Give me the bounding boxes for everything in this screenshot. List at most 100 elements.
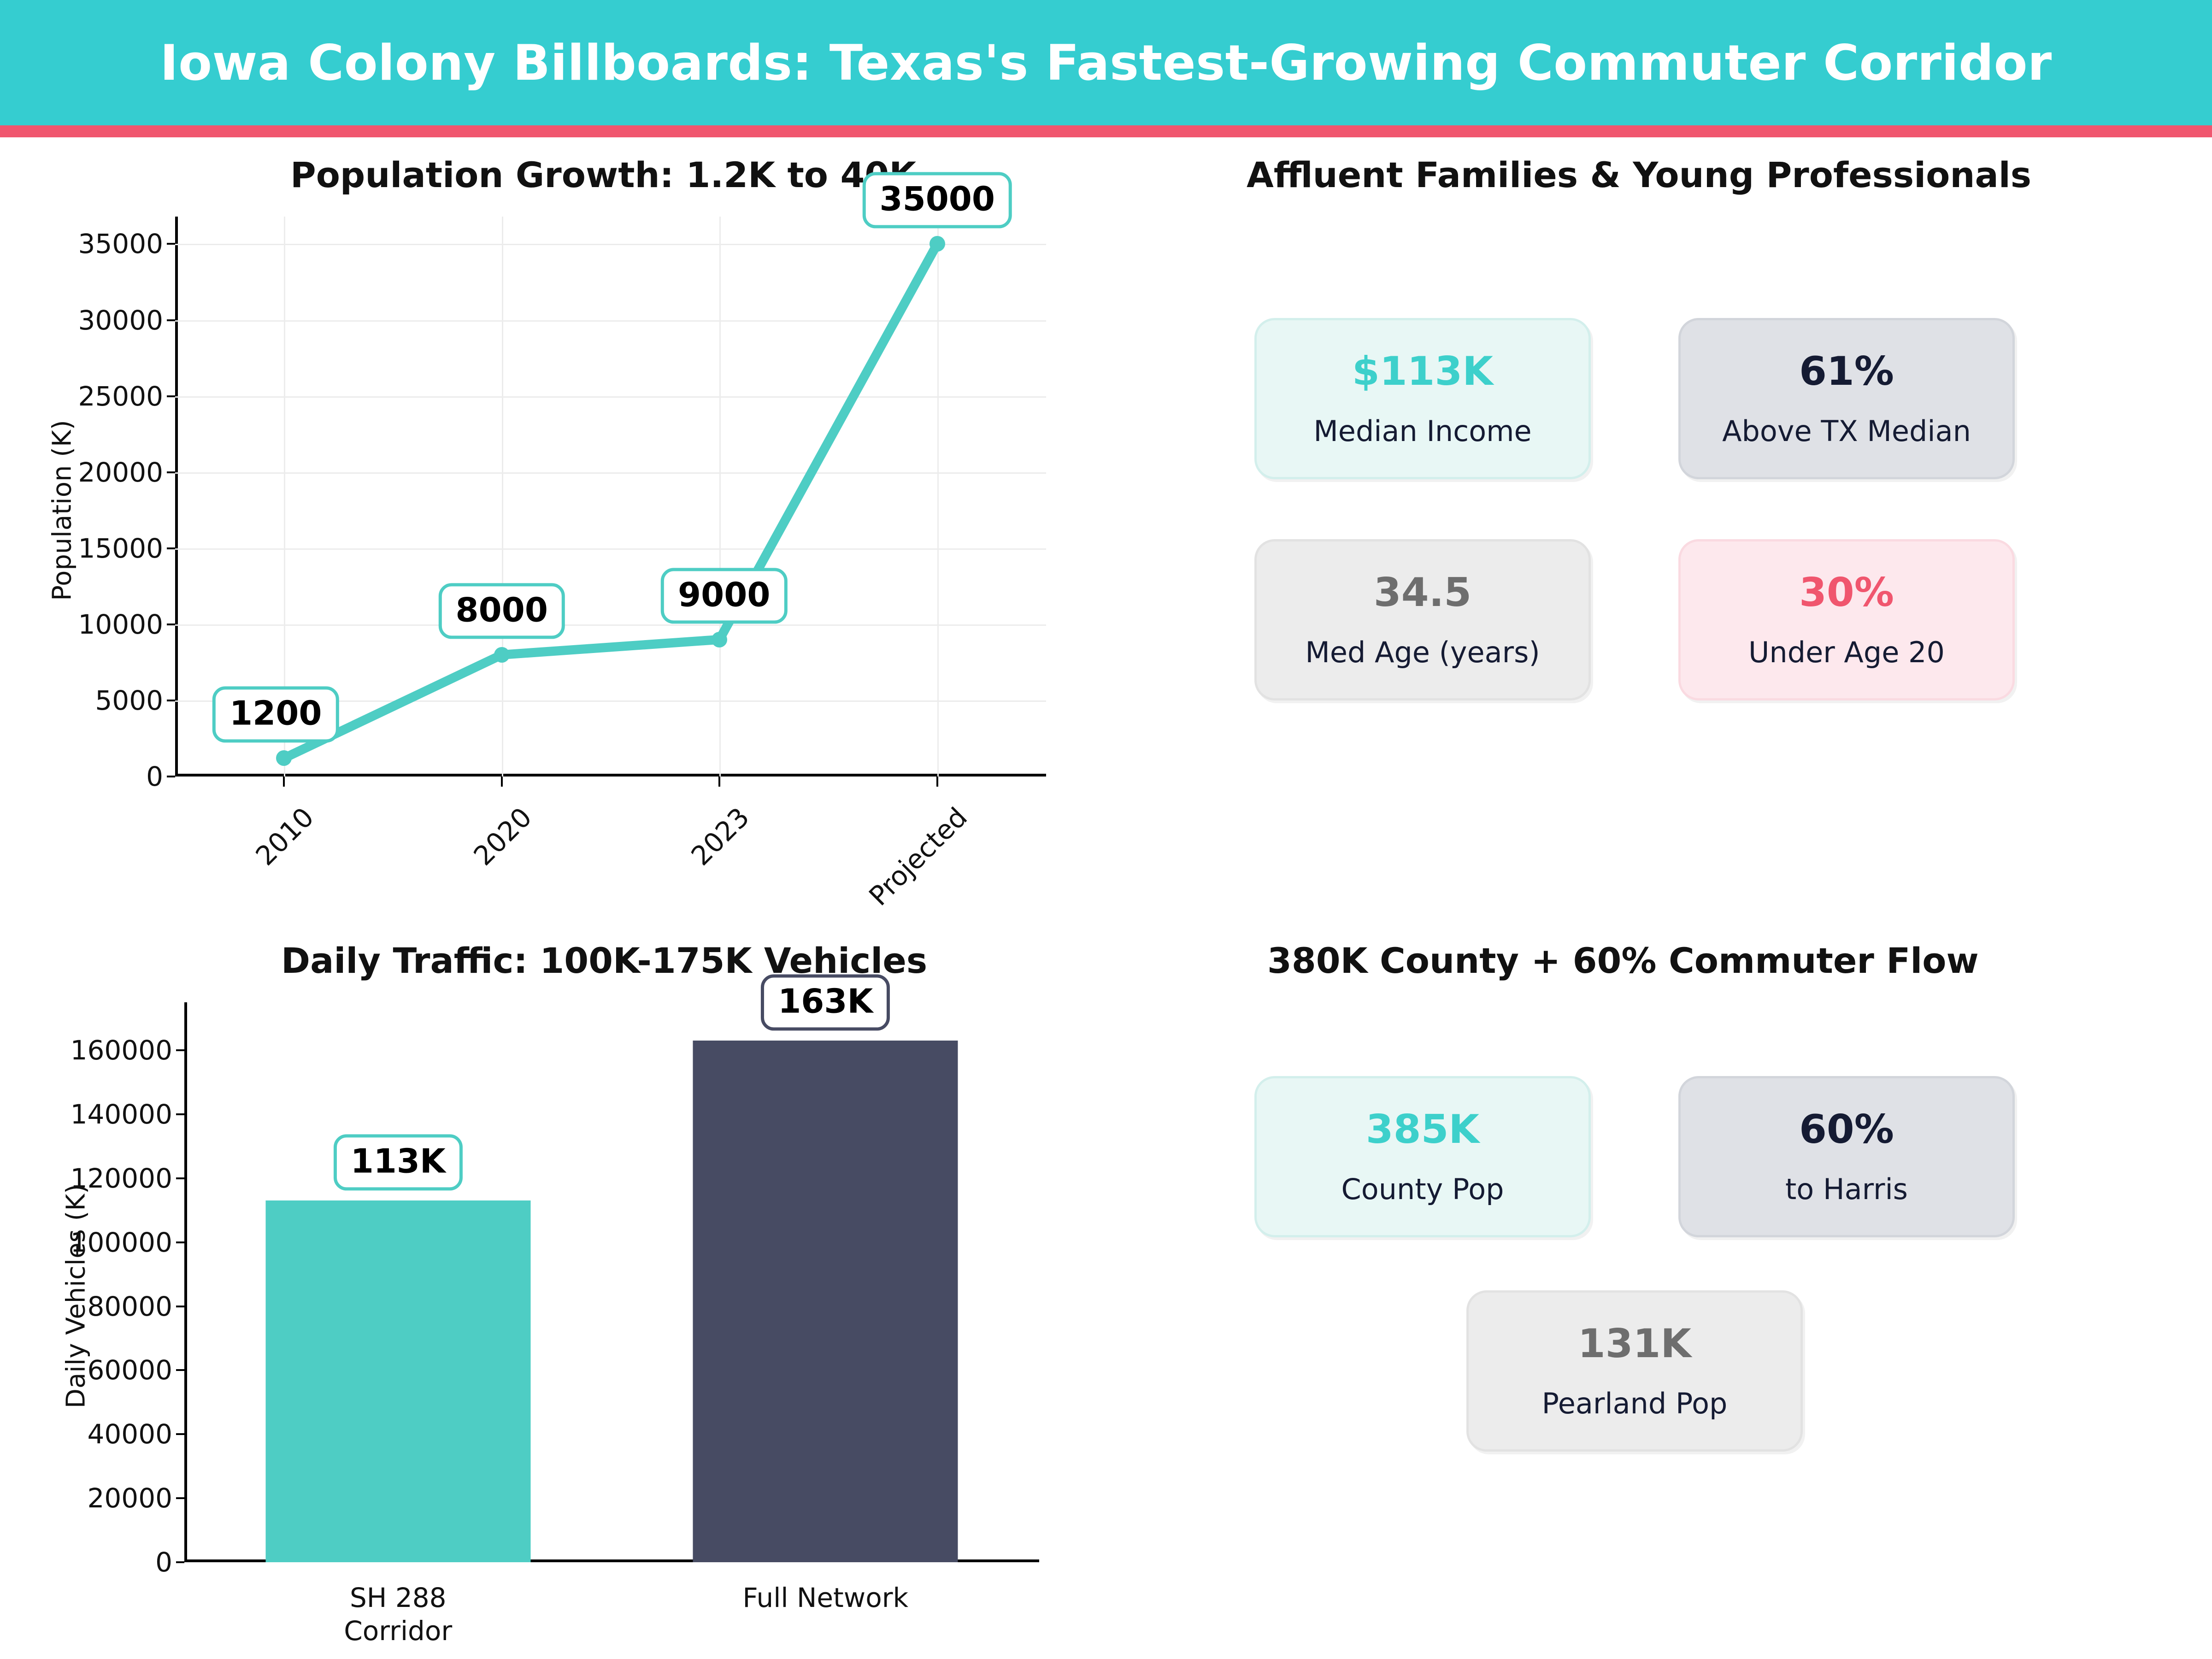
- y-tick-label: 80000: [87, 1290, 172, 1322]
- commuter-card: 131K Pearland Pop: [1466, 1290, 1803, 1452]
- data-point-marker: [712, 631, 728, 647]
- bar-value-label: 163K: [761, 974, 890, 1031]
- demographics-card-value: 61%: [1799, 348, 1894, 394]
- y-tick-mark: [176, 1497, 184, 1500]
- commuter-card: 60% to Harris: [1678, 1076, 2015, 1237]
- commuter-card-label: Pearland Pop: [1541, 1387, 1728, 1420]
- y-tick-label: 30000: [78, 304, 163, 336]
- y-tick-label: 20000: [78, 456, 163, 488]
- y-tick-label: 15000: [78, 532, 163, 564]
- population-plot-area: 0 5000 10000 15000 20000 25000 30000 35000 2010…: [78, 172, 1046, 912]
- traffic-plot-area: 0 20000 40000 60000 80000 100000 120000 140000 1…: [71, 974, 1039, 1647]
- data-value-label: 9000: [661, 568, 788, 624]
- data-point-marker: [929, 236, 945, 252]
- gridline: [175, 700, 1046, 702]
- y-tick-mark: [167, 319, 175, 321]
- population-y-axis-title: Population (K): [47, 420, 77, 601]
- traffic-y-axis: [184, 1002, 187, 1562]
- x-tick-mark: [500, 777, 503, 787]
- gridline: [937, 217, 939, 777]
- gridline: [175, 320, 1046, 322]
- y-tick-label: 120000: [70, 1162, 172, 1194]
- data-value-label: 1200: [212, 686, 339, 743]
- y-tick-mark: [176, 1433, 184, 1435]
- data-point-marker: [494, 647, 510, 663]
- bar-value-label: 113K: [333, 1134, 463, 1191]
- demographics-card-label: Med Age (years): [1305, 635, 1540, 669]
- x-tick-label: Projected: [863, 801, 973, 912]
- demographics-card-value: 30%: [1799, 570, 1894, 616]
- y-tick-label: 160000: [70, 1035, 172, 1066]
- y-tick-mark: [167, 395, 175, 397]
- bar-category-label: Full Network: [742, 1582, 909, 1613]
- demographics-card-label: Under Age 20: [1748, 635, 1945, 669]
- demographics-card-label: Above TX Median: [1722, 414, 1971, 448]
- gridline: [284, 217, 286, 777]
- gridline: [175, 624, 1046, 626]
- y-tick-mark: [167, 547, 175, 549]
- y-tick-mark: [176, 1241, 184, 1243]
- data-value-label: 8000: [438, 583, 565, 639]
- commuter-card-label: County Pop: [1341, 1172, 1504, 1206]
- population-y-axis: [175, 217, 178, 777]
- y-tick-mark: [167, 699, 175, 701]
- y-tick-mark: [167, 623, 175, 625]
- y-tick-label: 0: [155, 1547, 172, 1578]
- y-tick-mark: [176, 1561, 184, 1563]
- y-tick-label: 60000: [87, 1354, 172, 1386]
- population-chart-title: Population Growth: 1.2K to 40K: [290, 154, 917, 195]
- y-tick-mark: [176, 1113, 184, 1115]
- y-tick-mark: [167, 471, 175, 473]
- commuter-card-value: 60%: [1799, 1106, 1894, 1153]
- y-tick-mark: [167, 243, 175, 245]
- bar-category-label: SH 288 Corridor: [344, 1582, 453, 1647]
- bar: [693, 1041, 958, 1562]
- page-title: Iowa Colony Billboards: Texas's Fastest-…: [160, 34, 2052, 91]
- y-tick-label: 35000: [78, 228, 163, 260]
- gridline: [175, 472, 1046, 474]
- population-line-series: [279, 239, 942, 763]
- x-tick-label: 2020: [467, 801, 538, 872]
- y-tick-label: 0: [146, 761, 163, 792]
- traffic-x-axis: [184, 1559, 1039, 1562]
- gridline: [175, 396, 1046, 398]
- demographics-card-value: $113K: [1352, 348, 1493, 394]
- gridline: [501, 217, 503, 777]
- commuter-card-label: to Harris: [1785, 1172, 1908, 1206]
- demographics-card: 30% Under Age 20: [1678, 539, 2015, 700]
- traffic-chart-title: Daily Traffic: 100K-175K Vehicles: [281, 940, 928, 981]
- demographics-card: 61% Above TX Median: [1678, 318, 2015, 479]
- bar: [265, 1200, 531, 1562]
- y-tick-label: 25000: [78, 380, 163, 412]
- commuter-card-value: 385K: [1365, 1106, 1480, 1153]
- demographics-card: 34.5 Med Age (years): [1254, 539, 1591, 700]
- header-banner: [0, 0, 2212, 125]
- data-point-marker: [276, 750, 292, 766]
- y-tick-mark: [176, 1305, 184, 1307]
- y-tick-mark: [167, 776, 175, 777]
- y-tick-label: 20000: [87, 1483, 172, 1514]
- y-tick-mark: [176, 1369, 184, 1371]
- demographics-card: $113K Median Income: [1254, 318, 1591, 479]
- demographics-title: Affluent Families & Young Professionals: [1247, 154, 2032, 195]
- x-tick-mark: [283, 777, 285, 787]
- y-tick-label: 140000: [70, 1099, 172, 1130]
- header-accent-bar: [0, 125, 2212, 137]
- y-tick-label: 10000: [78, 608, 163, 640]
- x-tick-mark: [936, 777, 938, 787]
- data-value-label: 35000: [862, 172, 1012, 229]
- y-tick-label: 40000: [87, 1418, 172, 1450]
- demographics-card-value: 34.5: [1373, 570, 1472, 616]
- gridline: [175, 244, 1046, 246]
- demographics-card-label: Median Income: [1313, 414, 1532, 448]
- y-tick-label: 100000: [70, 1226, 172, 1258]
- y-tick-mark: [176, 1177, 184, 1179]
- commuter-card-value: 131K: [1577, 1321, 1692, 1367]
- y-tick-label: 5000: [95, 684, 163, 716]
- x-tick-mark: [718, 777, 721, 787]
- gridline: [175, 548, 1046, 550]
- y-tick-mark: [176, 1049, 184, 1052]
- gridline: [719, 217, 721, 777]
- commuter-card: 385K County Pop: [1254, 1076, 1591, 1237]
